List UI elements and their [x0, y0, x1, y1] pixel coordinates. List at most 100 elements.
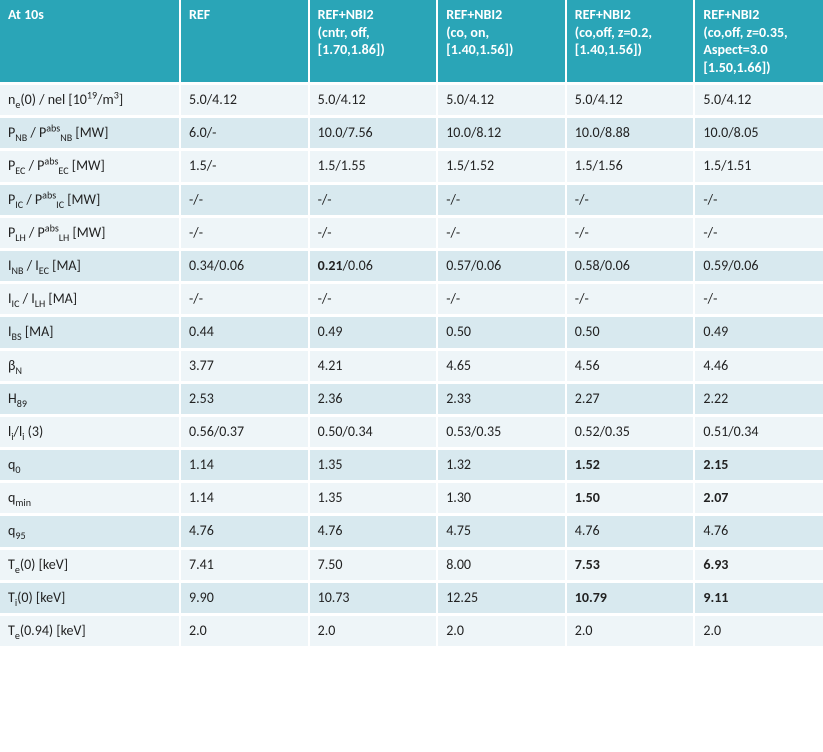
row-label: li/li (3) — [0, 415, 180, 448]
table-container: At 10sREFREF+NBI2(cntr, off,[1.70,1.86])… — [0, 0, 823, 646]
table-cell: -/- — [437, 216, 566, 249]
table-cell: 2.07 — [694, 482, 823, 515]
table-body: ne(0) / nel [1019/m3]5.0/4.125.0/4.125.0… — [0, 84, 823, 647]
table-header: At 10sREFREF+NBI2(cntr, off,[1.70,1.86])… — [0, 0, 823, 84]
table-cell: 2.36 — [309, 382, 438, 415]
table-cell: 0.56/0.37 — [180, 415, 309, 448]
table-cell: -/- — [437, 183, 566, 216]
table-row: IIC / ILH [MA]-/--/--/--/--/- — [0, 283, 823, 316]
table-cell: 12.25 — [437, 581, 566, 614]
table-cell: 7.53 — [566, 548, 695, 581]
table-cell: 0.59/0.06 — [694, 249, 823, 282]
table-row: PLH / PabsLH [MW]-/--/--/--/--/- — [0, 216, 823, 249]
table-row: qmin1.141.351.301.502.07 — [0, 482, 823, 515]
table-row: PEC / PabsEC [MW]1.5/-1.5/1.551.5/1.521.… — [0, 150, 823, 183]
col-header-5: REF+NBI2(co,off, z=0.35,Aspect=3.0[1.50,… — [694, 0, 823, 84]
table-cell: 1.30 — [437, 482, 566, 515]
table-cell: -/- — [694, 283, 823, 316]
table-cell: 2.0 — [309, 615, 438, 647]
table-cell: 2.22 — [694, 382, 823, 415]
table-cell: 1.52 — [566, 449, 695, 482]
table-cell: 1.5/- — [180, 150, 309, 183]
row-label: PEC / PabsEC [MW] — [0, 150, 180, 183]
table-cell: 1.35 — [309, 449, 438, 482]
table-cell: 2.33 — [437, 382, 566, 415]
table-cell: -/- — [437, 283, 566, 316]
table-row: q954.764.764.754.764.76 — [0, 515, 823, 548]
row-label: INB / IEC [MA] — [0, 249, 180, 282]
table-cell: 2.53 — [180, 382, 309, 415]
table-cell: 4.76 — [566, 515, 695, 548]
table-cell: 0.49 — [309, 316, 438, 349]
table-cell: -/- — [694, 216, 823, 249]
table-header-row: At 10sREFREF+NBI2(cntr, off,[1.70,1.86])… — [0, 0, 823, 84]
table-row: Te(0.94) [keV]2.02.02.02.02.0 — [0, 615, 823, 647]
table-cell: 4.76 — [180, 515, 309, 548]
table-row: ne(0) / nel [1019/m3]5.0/4.125.0/4.125.0… — [0, 84, 823, 117]
table-cell: 0.51/0.34 — [694, 415, 823, 448]
table-cell: 9.11 — [694, 581, 823, 614]
table-cell: 2.0 — [180, 615, 309, 647]
table-row: βN3.774.214.654.564.46 — [0, 349, 823, 382]
row-label: PNB / PabsNB [MW] — [0, 117, 180, 150]
table-cell: 0.52/0.35 — [566, 415, 695, 448]
table-cell: 0.50/0.34 — [309, 415, 438, 448]
table-cell: 4.65 — [437, 349, 566, 382]
table-cell: -/- — [566, 283, 695, 316]
table-cell: 5.0/4.12 — [437, 84, 566, 117]
table-cell: 4.56 — [566, 349, 695, 382]
table-cell: -/- — [180, 283, 309, 316]
table-row: INB / IEC [MA]0.34/0.060.21/0.060.57/0.0… — [0, 249, 823, 282]
table-cell: 5.0/4.12 — [180, 84, 309, 117]
table-cell: -/- — [180, 183, 309, 216]
row-label: q95 — [0, 515, 180, 548]
table-cell: 4.75 — [437, 515, 566, 548]
table-cell: 0.58/0.06 — [566, 249, 695, 282]
col-header-4: REF+NBI2(co,off, z=0.2,[1.40,1.56]) — [566, 0, 695, 84]
table-cell: 0.53/0.35 — [437, 415, 566, 448]
col-header-3: REF+NBI2(co, on,[1.40,1.56]) — [437, 0, 566, 84]
row-label: PLH / PabsLH [MW] — [0, 216, 180, 249]
table-row: PNB / PabsNB [MW]6.0/-10.0/7.5610.0/8.12… — [0, 117, 823, 150]
table-cell: 2.0 — [437, 615, 566, 647]
table-cell: 1.32 — [437, 449, 566, 482]
table-cell: 1.35 — [309, 482, 438, 515]
table-row: Ti(0) [keV]9.9010.7312.2510.799.11 — [0, 581, 823, 614]
table-cell: 7.41 — [180, 548, 309, 581]
table-cell: 5.0/4.12 — [566, 84, 695, 117]
table-cell: 0.21/0.06 — [309, 249, 438, 282]
table-cell: -/- — [309, 183, 438, 216]
table-row: q01.141.351.321.522.15 — [0, 449, 823, 482]
table-row: IBS [MA]0.440.490.500.500.49 — [0, 316, 823, 349]
table-cell: 3.77 — [180, 349, 309, 382]
table-cell: -/- — [309, 283, 438, 316]
table-cell: 10.0/8.05 — [694, 117, 823, 150]
table-cell: 5.0/4.12 — [309, 84, 438, 117]
row-label: H89 — [0, 382, 180, 415]
table-cell: 1.5/1.56 — [566, 150, 695, 183]
table-cell: 10.0/7.56 — [309, 117, 438, 150]
table-cell: 10.0/8.88 — [566, 117, 695, 150]
table-cell: 4.76 — [694, 515, 823, 548]
table-cell: 0.50 — [566, 316, 695, 349]
table-cell: 6.93 — [694, 548, 823, 581]
table-cell: 9.90 — [180, 581, 309, 614]
table-cell: 4.76 — [309, 515, 438, 548]
table-cell: 0.49 — [694, 316, 823, 349]
table-row: li/li (3)0.56/0.370.50/0.340.53/0.350.52… — [0, 415, 823, 448]
table-cell: 7.50 — [309, 548, 438, 581]
row-label: Te(0.94) [keV] — [0, 615, 180, 647]
table-cell: 5.0/4.12 — [694, 84, 823, 117]
table-cell: 8.00 — [437, 548, 566, 581]
table-cell: 0.34/0.06 — [180, 249, 309, 282]
table-cell: 1.5/1.52 — [437, 150, 566, 183]
table-cell: 10.79 — [566, 581, 695, 614]
table-cell: -/- — [309, 216, 438, 249]
row-label: ne(0) / nel [1019/m3] — [0, 84, 180, 117]
table-cell: 2.0 — [566, 615, 695, 647]
table-cell: 0.50 — [437, 316, 566, 349]
table-cell: 2.0 — [694, 615, 823, 647]
row-label: IIC / ILH [MA] — [0, 283, 180, 316]
table-cell: 4.21 — [309, 349, 438, 382]
row-label: βN — [0, 349, 180, 382]
